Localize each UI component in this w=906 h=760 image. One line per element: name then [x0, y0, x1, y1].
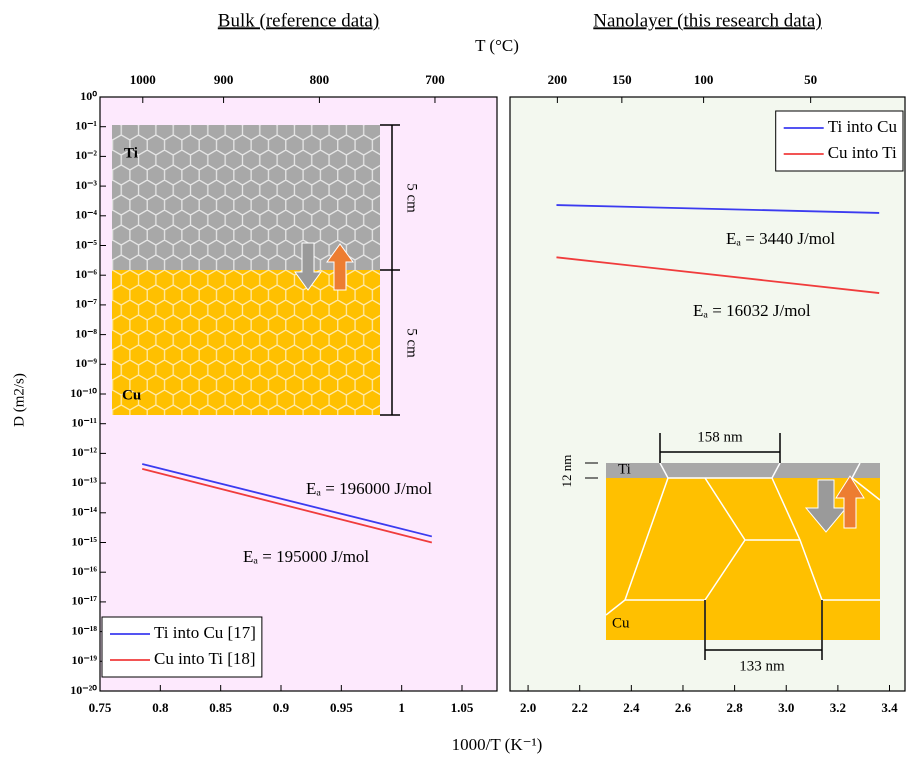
y-tick-label: 10⁻¹: [75, 118, 97, 132]
x-tick-label: 3.4: [881, 700, 898, 715]
y-tick-label: 10⁻¹⁹: [71, 653, 97, 667]
x-tick-label: 0.8: [152, 700, 169, 715]
y-tick-label: 10⁻¹²: [71, 445, 97, 459]
x-tick-label: 3.2: [830, 700, 846, 715]
y-tick-label: 10⁻⁵: [75, 237, 97, 251]
inset-label: 12 nm: [559, 455, 574, 488]
x-tick-label: 0.95: [330, 700, 353, 715]
y-tick-label: 10⁰: [80, 89, 97, 103]
y-tick-label: 10⁻¹⁰: [70, 386, 97, 400]
y-tick-label: 10⁻¹⁸: [71, 623, 97, 637]
x-tick-label: 2.0: [520, 700, 536, 715]
y-tick-label: 10⁻⁷: [75, 297, 97, 311]
inset-label: Cu: [612, 615, 630, 631]
annotation: Eₐ = 196000 J/mol: [306, 479, 432, 498]
inset-label: 133 nm: [739, 658, 785, 674]
legend-label: Cu into Ti: [828, 143, 897, 162]
x-tick-label: 3.0: [778, 700, 794, 715]
y-tick-label: 10⁻¹⁷: [71, 594, 97, 608]
x-tick-label: 0.9: [273, 700, 290, 715]
y-tick-label: 10⁻³: [75, 178, 97, 192]
x-tick-label: 2.2: [572, 700, 588, 715]
x2-tick-label: 900: [214, 72, 234, 87]
y-tick-label: 10⁻²⁰: [70, 683, 97, 697]
legend-label: Ti into Cu: [828, 117, 898, 136]
cu-layer: [606, 478, 880, 640]
annotation: Eₐ = 195000 J/mol: [243, 547, 369, 566]
inset-label: 158 nm: [697, 429, 743, 445]
x2-tick-label: 700: [425, 72, 445, 87]
legend: Ti into Cu Cu into Ti: [776, 111, 903, 171]
y-axis-label: D (m2/s): [11, 373, 27, 427]
inset-label: 5 cm: [404, 183, 420, 213]
cu-block: [112, 270, 380, 415]
x-tick-label: 0.85: [209, 700, 232, 715]
y-tick-label: 10⁻⁶: [75, 267, 97, 281]
figure: D (m2/s) 1000/T (K⁻¹) T (°C) Bulk (refer…: [0, 0, 906, 760]
annotation: Eₐ = 3440 J/mol: [726, 229, 835, 248]
inset-label: Ti: [618, 461, 631, 477]
x2-tick-label: 100: [694, 72, 714, 87]
x-tick-label: 1.05: [451, 700, 474, 715]
y-tick-label: 10⁻²: [75, 148, 97, 162]
panel-title: Nanolayer (this research data): [593, 10, 821, 31]
panel-title: Bulk (reference data): [218, 10, 379, 31]
x2-tick-label: 50: [804, 72, 817, 87]
x2-axis-label: T (°C): [475, 36, 519, 55]
x-tick-label: 1: [398, 700, 405, 715]
panel: Bulk (reference data) Ti Cu 5 cm 5 cm 0.75 0.8…: [70, 10, 497, 715]
x-tick-label: 0.75: [89, 700, 112, 715]
y-tick-label: 10⁻⁹: [75, 356, 97, 370]
ti-layer: [606, 463, 880, 478]
y-tick-label: 10⁻¹¹: [71, 415, 97, 429]
x-tick-label: 2.8: [726, 700, 743, 715]
legend: Ti into Cu [17] Cu into Ti [18]: [102, 617, 262, 677]
legend-label: Ti into Cu [17]: [154, 623, 256, 642]
x-tick-label: 2.4: [623, 700, 640, 715]
x-axis-label: 1000/T (K⁻¹): [452, 735, 543, 754]
y-tick-label: 10⁻⁴: [75, 208, 97, 222]
x-tick-label: 2.6: [675, 700, 692, 715]
x2-tick-label: 800: [310, 72, 330, 87]
x2-tick-label: 1000: [130, 72, 156, 87]
panel: Nanolayer (this research data) Ti Cu 158 nm…: [510, 10, 905, 715]
y-tick-label: 10⁻¹⁴: [71, 505, 97, 519]
y-tick-label: 10⁻¹⁵: [71, 534, 97, 548]
x2-tick-label: 200: [548, 72, 568, 87]
y-tick-label: 10⁻¹⁶: [71, 564, 97, 578]
y-tick-label: 10⁻¹³: [71, 475, 97, 489]
inset-label: Ti: [124, 145, 138, 161]
x2-tick-label: 150: [612, 72, 632, 87]
annotation: Eₐ = 16032 J/mol: [693, 301, 811, 320]
y-tick-label: 10⁻⁸: [75, 326, 97, 340]
legend-label: Cu into Ti [18]: [154, 649, 256, 668]
inset-label: 5 cm: [404, 328, 420, 358]
inset-label: Cu: [122, 387, 141, 403]
